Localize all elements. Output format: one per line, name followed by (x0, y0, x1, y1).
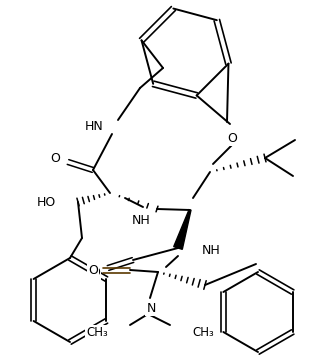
Text: CH₃: CH₃ (192, 327, 214, 339)
Text: O: O (50, 152, 60, 164)
Text: O: O (90, 266, 100, 279)
Text: HO: HO (37, 196, 56, 208)
Text: HN: HN (85, 120, 104, 132)
Text: N: N (146, 301, 156, 315)
Polygon shape (174, 210, 191, 249)
Text: O: O (227, 131, 237, 144)
Text: NH: NH (132, 214, 150, 228)
Text: CH₃: CH₃ (86, 327, 108, 339)
Text: NH: NH (202, 244, 221, 257)
Text: O: O (88, 263, 98, 277)
